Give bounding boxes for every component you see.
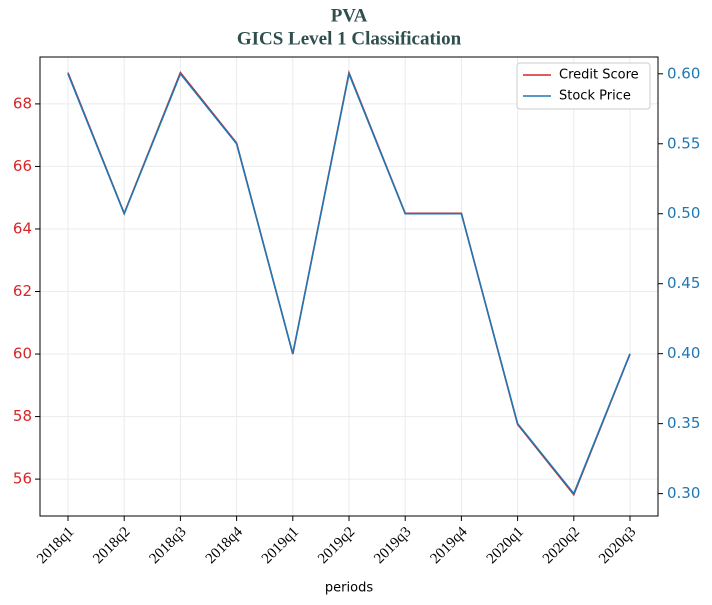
- y-tick-label: 64: [13, 219, 32, 237]
- y-tick-label: 58: [13, 407, 32, 425]
- x-tick-label: 2020q1: [484, 524, 527, 567]
- x-tick-label: 2019q4: [428, 524, 471, 567]
- y-tick-label: 56: [13, 470, 32, 488]
- y2-tick-label: 0.35: [667, 414, 700, 432]
- y-tick-label: 66: [13, 157, 32, 175]
- x-tick-label: 2019q2: [315, 524, 358, 567]
- x-tick-label: 2018q2: [90, 524, 133, 567]
- legend-label: Credit Score: [559, 68, 639, 83]
- y-tick-label: 62: [13, 282, 32, 300]
- chart-title: PVA: [331, 5, 368, 26]
- chart-subtitle: GICS Level 1 Classification: [237, 28, 462, 49]
- y-tick-label: 68: [13, 94, 32, 112]
- x-tick-label: 2018q4: [203, 524, 246, 567]
- plot-frame: [39, 56, 659, 517]
- y2-tick-label: 0.60: [667, 64, 700, 82]
- y2-tick-label: 0.55: [667, 134, 700, 152]
- line-series: [67, 71, 631, 496]
- y2-tick-label: 0.45: [667, 274, 700, 292]
- x-tick-label: 2020q2: [540, 524, 583, 567]
- x-tick-label: 2018q3: [147, 524, 190, 567]
- legend-label: Stock Price: [559, 89, 631, 104]
- x-tick-label: 2019q1: [259, 524, 302, 567]
- y2-tick-label: 0.30: [667, 484, 700, 502]
- x-tick-label: 2018q1: [34, 524, 77, 567]
- x-tick-label: 2019q3: [371, 524, 414, 567]
- y2-tick-label: 0.40: [667, 344, 700, 362]
- y2-tick-label: 0.50: [667, 204, 700, 222]
- x-axis-label: periods: [325, 581, 373, 596]
- y-tick-label: 60: [13, 345, 32, 363]
- x-tick-label: 2020q3: [596, 524, 639, 567]
